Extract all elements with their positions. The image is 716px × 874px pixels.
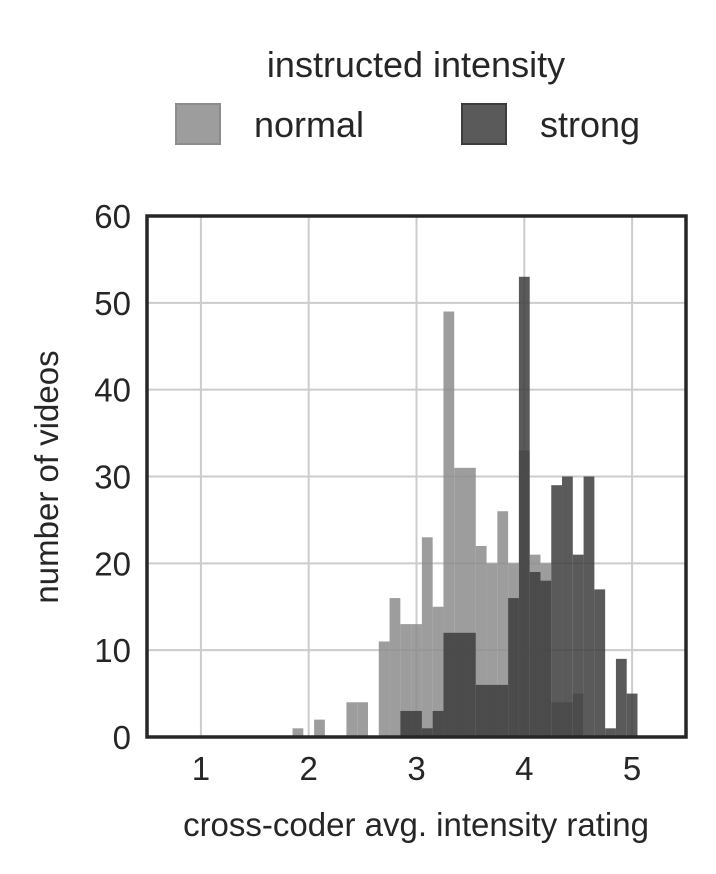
- y-tick-label: 40: [94, 372, 131, 409]
- x-axis-label: cross-coder avg. intensity rating: [183, 806, 649, 843]
- bar-strong: [605, 728, 616, 737]
- bar-strong: [465, 632, 476, 737]
- bar-normal: [497, 511, 509, 737]
- x-tick-label: 3: [407, 750, 425, 787]
- bar-strong: [626, 693, 638, 737]
- legend-title: instructed intensity: [267, 44, 565, 85]
- legend-swatch: [461, 103, 507, 145]
- bar-strong: [529, 572, 541, 737]
- plot-frame: [145, 214, 688, 739]
- legend-entry-normal: normal: [175, 103, 364, 145]
- y-tick-label: 50: [94, 285, 131, 322]
- bar-strong: [572, 554, 584, 737]
- y-tick-label: 10: [94, 632, 131, 669]
- x-axis-ticks: 1 2 3 4 5: [192, 750, 642, 787]
- y-axis-label: number of videos: [28, 350, 65, 603]
- bar-normal: [389, 598, 401, 737]
- bar-normal: [378, 641, 390, 737]
- bar-strong: [421, 728, 433, 737]
- bar-normal: [421, 537, 433, 737]
- legend-entry-strong: strong: [461, 103, 640, 145]
- bar-strong: [432, 710, 444, 737]
- legend-label: strong: [540, 104, 640, 145]
- bar-strong: [615, 658, 627, 737]
- bar-normal: [454, 467, 466, 737]
- bar-normal: [465, 467, 476, 737]
- bar-normal: [411, 624, 422, 737]
- y-tick-label: 20: [94, 545, 131, 582]
- x-tick-label: 2: [300, 750, 318, 787]
- legend: instructed intensity normal strong: [175, 44, 640, 145]
- x-tick-label: 5: [623, 750, 641, 787]
- bar-normal: [292, 728, 304, 737]
- legend-label: normal: [254, 104, 364, 145]
- x-tick-label: 4: [515, 750, 533, 787]
- series-strong: [400, 276, 638, 737]
- bar-normal: [314, 719, 325, 737]
- x-tick-label: 1: [192, 750, 210, 787]
- bar-strong: [475, 684, 509, 737]
- bar-strong: [594, 589, 606, 737]
- bar-normal: [443, 311, 455, 737]
- bar-strong: [518, 276, 530, 737]
- bar-normal: [400, 624, 412, 737]
- bar-strong: [551, 485, 563, 737]
- bar-normal: [475, 545, 487, 737]
- bar-normal: [346, 702, 358, 737]
- bar-normal: [486, 563, 498, 737]
- y-tick-label: 30: [94, 459, 131, 496]
- histogram-bars: [292, 276, 638, 737]
- bar-strong: [508, 598, 519, 737]
- bar-strong: [562, 476, 573, 737]
- bar-normal: [432, 606, 444, 737]
- bar-strong: [583, 476, 595, 737]
- legend-swatch: [175, 103, 221, 145]
- y-tick-label: 0: [113, 719, 131, 756]
- y-axis-ticks: 0 10 20 30 40 50 60: [94, 198, 131, 756]
- bar-normal: [357, 702, 368, 737]
- bar-strong: [443, 632, 466, 737]
- bar-strong: [540, 580, 552, 737]
- bar-strong: [400, 710, 422, 737]
- y-tick-label: 60: [94, 198, 131, 235]
